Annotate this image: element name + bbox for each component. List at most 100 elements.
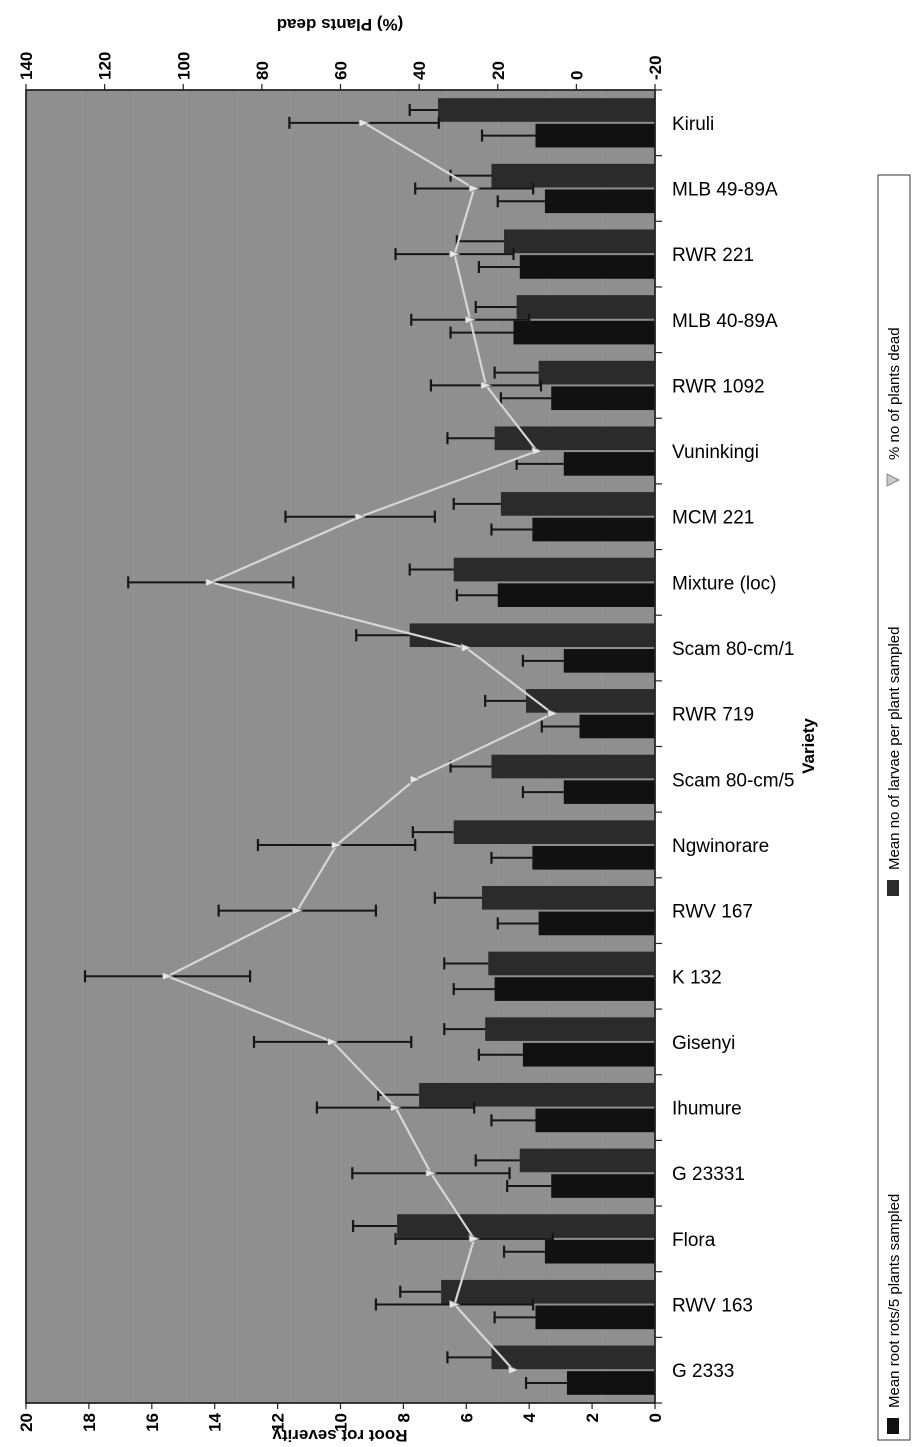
- y2-tick-label: 20: [489, 61, 508, 80]
- point-plants-dead: [547, 709, 559, 719]
- point-plants-dead: [468, 1234, 481, 1244]
- legend-label-root-rots: Mean root rots/5 plants sampled: [886, 1194, 903, 1408]
- x-tick-label: Ihumure: [672, 1099, 742, 1120]
- bar-root-rots: [494, 977, 655, 1001]
- y-tick-label: 2: [583, 1413, 602, 1422]
- point-plants-dead: [464, 315, 477, 325]
- x-tick-label: Vuninkingi: [672, 442, 759, 463]
- point-plants-dead: [449, 249, 461, 259]
- y2-tick-label: 100: [174, 52, 193, 80]
- legend: Mean root rots/5 plants sampled Mean no …: [877, 174, 911, 1441]
- bar-root-rots: [532, 517, 655, 542]
- point-plants-dead: [331, 840, 343, 850]
- point-plants-dead: [390, 1102, 402, 1113]
- bar-root-rots: [519, 255, 655, 279]
- bar-larvae: [491, 1345, 655, 1370]
- line-plants-dead: [164, 121, 555, 1371]
- bar-root-rots: [513, 320, 655, 345]
- bar-larvae: [453, 820, 655, 844]
- x-tick-label: Flora: [672, 1230, 716, 1251]
- x-tick-label: G 2333: [672, 1361, 734, 1382]
- x-tick-label: MLB 49-89A: [672, 179, 778, 200]
- y2-tick-label: 120: [96, 52, 115, 80]
- legend-box: [877, 174, 911, 1441]
- y-tick-label: 20: [17, 1413, 36, 1432]
- bar-larvae: [485, 1017, 655, 1041]
- bar-larvae: [441, 1279, 655, 1304]
- y-tick-label: 4: [520, 1412, 539, 1422]
- y-tick-label: 6: [457, 1413, 476, 1422]
- bar-larvae: [409, 623, 655, 648]
- y2-tick-label: 80: [253, 61, 272, 80]
- bar-larvae: [437, 98, 655, 122]
- plot-frame: [25, 89, 656, 1404]
- bar-larvae: [504, 229, 655, 254]
- x-tick-label: Scam 80-cm/1: [672, 639, 794, 660]
- y2-tick-label: -20: [646, 55, 665, 80]
- x-tick-label: Ngwinorare: [672, 836, 769, 857]
- x-tick-label: Scam 80-cm/5: [672, 770, 794, 791]
- bar-root-rots: [538, 911, 655, 936]
- point-plants-dead: [205, 577, 217, 587]
- x-axis-title: Variety: [799, 718, 818, 774]
- y-tick-label: 12: [269, 1413, 288, 1432]
- bar-root-rots: [497, 583, 655, 608]
- bar-root-rots: [535, 1108, 655, 1133]
- point-plants-dead: [327, 1037, 339, 1047]
- bar-larvae: [516, 295, 655, 319]
- point-plants-dead: [508, 1365, 520, 1375]
- x-tick-label: RWR 1092: [672, 376, 765, 397]
- y2-tick-label: 140: [17, 52, 36, 80]
- bar-larvae: [519, 1148, 655, 1173]
- x-tick-label: MCM 221: [672, 508, 754, 529]
- legend-swatch-larvae: [887, 880, 899, 896]
- point-plants-dead: [425, 1168, 437, 1178]
- bar-larvae: [538, 360, 655, 385]
- bar-larvae: [453, 557, 655, 582]
- bar-root-rots: [566, 1371, 655, 1395]
- point-plants-dead: [162, 971, 174, 981]
- y2-tick-label: 40: [410, 61, 429, 80]
- legend-swatch-root-rots: [887, 1418, 899, 1434]
- y-tick-label: 16: [143, 1413, 162, 1432]
- x-tick-label: G 23331: [672, 1164, 745, 1185]
- legend-label-plants-dead: % no of plants dead: [886, 327, 903, 460]
- bar-larvae: [494, 426, 655, 451]
- x-tick-label: Kiruli: [672, 114, 714, 135]
- point-plants-dead: [468, 183, 481, 194]
- x-tick-label: RWR 719: [672, 705, 754, 726]
- bar-larvae: [397, 1214, 655, 1238]
- point-plants-dead: [449, 1299, 461, 1310]
- point-plants-dead: [480, 380, 493, 391]
- y2-axis-title: (%) Plants dead: [277, 15, 404, 34]
- y2-tick-label: 60: [332, 61, 351, 80]
- bar-larvae: [491, 163, 655, 188]
- bar-larvae: [488, 951, 655, 976]
- x-tick-label: Gisenyi: [672, 1033, 735, 1054]
- y-tick-label: 0: [646, 1413, 665, 1422]
- bar-root-rots: [522, 1042, 655, 1067]
- bar-root-rots: [563, 649, 655, 673]
- x-tick-label: MLB 40-89A: [672, 311, 778, 332]
- y-tick-label: 8: [394, 1413, 413, 1422]
- x-tick-label: RWV 163: [672, 1296, 753, 1317]
- point-plants-dead: [354, 512, 367, 522]
- bar-larvae: [491, 754, 655, 779]
- bar-root-rots: [551, 386, 655, 411]
- legend-label-larvae: Mean no of larvae per plant sampled: [886, 627, 903, 870]
- point-plants-dead: [460, 643, 473, 653]
- y-tick-label: 18: [80, 1413, 99, 1432]
- point-plants-dead: [531, 446, 544, 456]
- bar-larvae: [419, 1082, 655, 1107]
- x-tick-label: RWR 221: [672, 245, 754, 266]
- plot-area: [25, 89, 656, 1404]
- bar-root-rots: [563, 452, 655, 476]
- bar-larvae: [526, 689, 655, 713]
- y-tick-label: 14: [206, 1412, 225, 1431]
- bar-root-rots: [532, 845, 655, 870]
- y-axis-title: Root rot severity: [272, 1426, 408, 1445]
- point-plants-dead: [291, 906, 304, 916]
- bar-root-rots: [535, 123, 655, 148]
- legend-marker-plants-dead: [886, 473, 900, 487]
